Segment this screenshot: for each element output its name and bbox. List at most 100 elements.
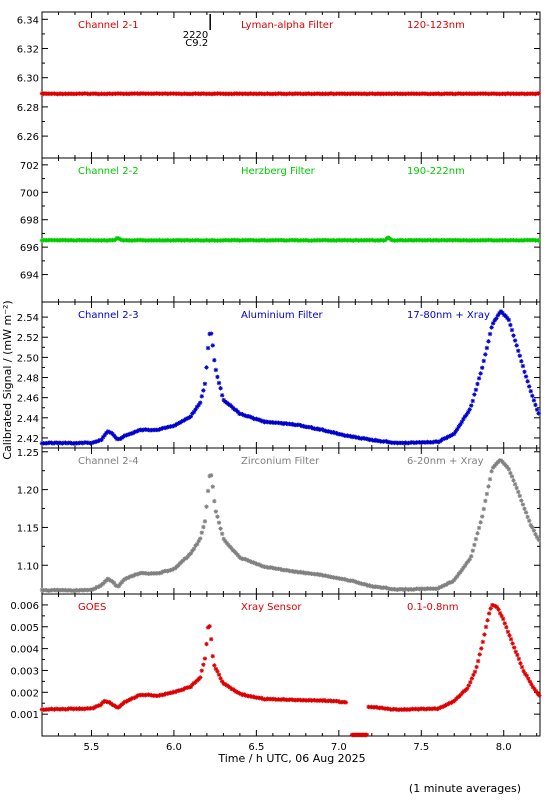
- data-point: [63, 440, 68, 445]
- data-point: [386, 706, 392, 712]
- data-point: [533, 689, 539, 694]
- data-point: [490, 465, 496, 470]
- band-label: 120-123nm: [407, 20, 465, 31]
- y-tick-label: 0.006: [10, 601, 39, 612]
- data-point: [533, 532, 538, 537]
- data-point: [207, 473, 212, 479]
- y-tick-label: 694: [20, 271, 39, 282]
- data-point: [102, 698, 107, 704]
- data-point: [207, 624, 212, 629]
- data-point: [49, 706, 54, 712]
- data-point: [440, 436, 446, 442]
- data-point: [270, 697, 275, 702]
- data-point: [533, 91, 538, 97]
- data-point: [525, 514, 530, 520]
- data-point: [402, 706, 407, 712]
- channel-label: Channel 2-1: [78, 20, 139, 31]
- data-point: [255, 695, 261, 700]
- footnote: (1 minute averages): [409, 782, 521, 795]
- data-point: [516, 489, 521, 495]
- data-point: [265, 696, 270, 701]
- data-point: [489, 325, 494, 330]
- data-point: [407, 586, 413, 592]
- data-point: [464, 686, 470, 691]
- data-point: [436, 91, 441, 96]
- data-point: [456, 424, 461, 430]
- filter-label: Aluminium Filter: [241, 310, 324, 321]
- y-tick-label: 700: [20, 188, 39, 199]
- y-tick-label: 1.25: [17, 448, 39, 459]
- data-point: [213, 367, 219, 373]
- data-point: [514, 485, 519, 491]
- data-point: [263, 419, 269, 424]
- data-point: [198, 675, 203, 680]
- data-point: [527, 679, 533, 684]
- data-point: [210, 484, 215, 489]
- data-point: [530, 684, 536, 690]
- data-point: [519, 498, 524, 503]
- data-point: [454, 427, 460, 432]
- data-point: [434, 439, 439, 444]
- data-point: [494, 316, 499, 321]
- data-point: [157, 237, 162, 243]
- data-point: [494, 604, 500, 610]
- data-point: [400, 586, 405, 592]
- data-point: [182, 556, 187, 562]
- data-point: [472, 542, 477, 548]
- data-point: [246, 91, 251, 97]
- data-point: [412, 440, 418, 446]
- data-point: [104, 430, 109, 436]
- data-point: [188, 414, 194, 419]
- data-point: [136, 91, 142, 97]
- data-point: [180, 558, 186, 563]
- x-tick-label: 8.0: [496, 742, 512, 753]
- data-point: [467, 557, 472, 562]
- data-point: [78, 440, 84, 445]
- data-point: [378, 91, 383, 97]
- data-point: [411, 440, 416, 445]
- data-point: [295, 569, 300, 575]
- data-point: [110, 431, 115, 437]
- data-point: [528, 388, 533, 394]
- data-point: [523, 374, 529, 379]
- data-point: [49, 440, 54, 445]
- y-tick-label: 0.003: [10, 666, 39, 677]
- data-point: [223, 538, 228, 544]
- data-point: [533, 402, 538, 408]
- data-point: [174, 688, 179, 694]
- panel-2: 694 696 698 700 702 Channel 2-2 Herzberg Filte…: [20, 157, 541, 303]
- data-point: [204, 365, 209, 370]
- data-point: [235, 237, 241, 243]
- data-point: [476, 525, 482, 531]
- data-point: [136, 427, 142, 433]
- data-point: [522, 369, 527, 374]
- data-point: [411, 238, 416, 243]
- data-point: [329, 238, 335, 243]
- data-point: [251, 560, 256, 565]
- data-point: [353, 434, 358, 440]
- data-point: [461, 416, 466, 422]
- data-point: [425, 439, 430, 445]
- data-point: [505, 629, 511, 635]
- data-point: [379, 237, 385, 243]
- data-point: [235, 409, 241, 414]
- data-point: [99, 437, 104, 443]
- data-point: [105, 429, 110, 434]
- data-point: [459, 567, 465, 573]
- data-point: [506, 317, 512, 323]
- data-point: [94, 703, 100, 709]
- data-point: [243, 557, 248, 562]
- data-point: [63, 587, 68, 593]
- data-point: [370, 237, 375, 243]
- x-tick-label: 6.0: [166, 742, 182, 753]
- data-point: [480, 514, 485, 519]
- data-point: [221, 397, 226, 403]
- data-point: [39, 238, 45, 243]
- data-point: [60, 441, 65, 446]
- data-point: [450, 432, 455, 437]
- data-point: [343, 577, 349, 582]
- data-point: [466, 683, 471, 688]
- data-point: [343, 700, 349, 705]
- data-point: [475, 381, 480, 387]
- data-point: [157, 693, 162, 698]
